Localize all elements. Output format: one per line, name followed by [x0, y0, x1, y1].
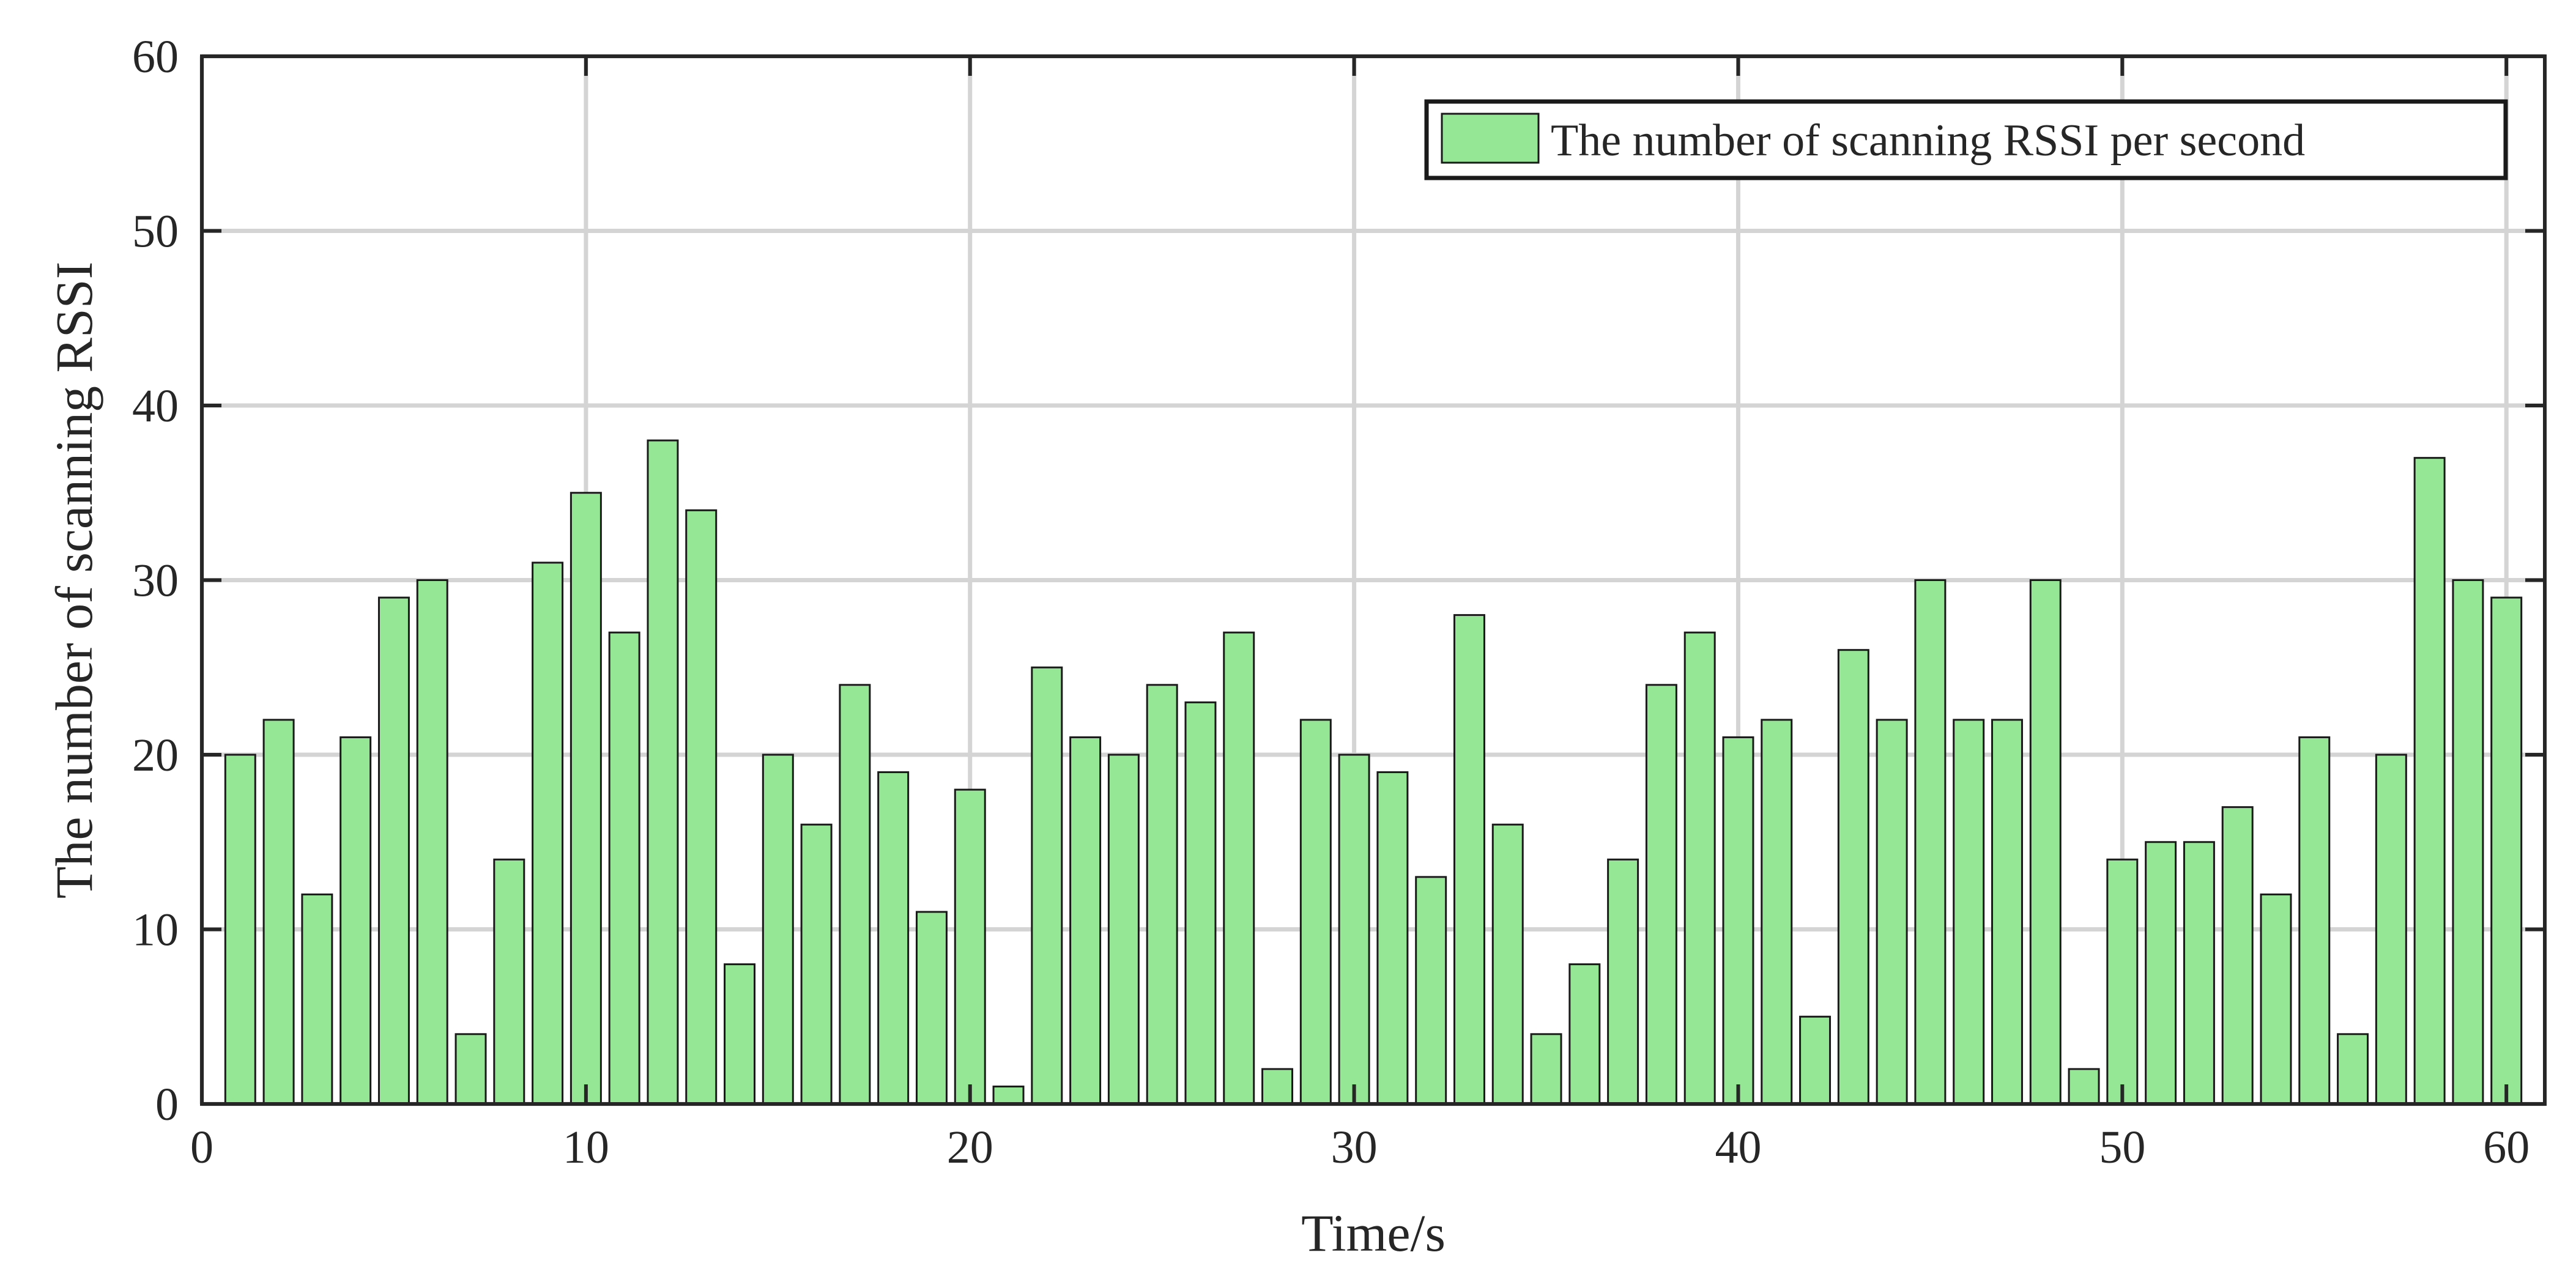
bar-52 [2183, 841, 2215, 1105]
x-tick-label: 20 [947, 1122, 993, 1173]
bar-40 [1722, 736, 1754, 1105]
bar-58 [2413, 457, 2446, 1105]
bar-38 [1645, 684, 1677, 1105]
legend-swatch [1441, 113, 1540, 164]
bar-1 [224, 754, 256, 1105]
y-tick-labels: 0 10 20 30 40 50 60 [132, 31, 179, 1130]
x-tick-label: 30 [1331, 1122, 1378, 1173]
y-tick-label: 50 [132, 206, 179, 257]
bar-11 [608, 631, 640, 1105]
bar-20 [954, 788, 986, 1105]
bar-44 [1876, 719, 1908, 1105]
y-tick-label: 0 [155, 1079, 179, 1130]
bar-25 [1146, 684, 1178, 1105]
bar-31 [1376, 771, 1409, 1105]
x-axis-title: Time/s [1301, 1204, 1446, 1262]
bar-9 [532, 561, 564, 1105]
bar-41 [1761, 719, 1793, 1105]
bar-43 [1837, 649, 1869, 1105]
bar-60 [2490, 596, 2523, 1105]
bar-23 [1069, 736, 1102, 1105]
bar-16 [800, 823, 833, 1105]
bar-8 [493, 858, 525, 1105]
bar-27 [1223, 631, 1255, 1105]
y-axis-title: The number of scanning RSSI [45, 262, 103, 898]
bar-57 [2375, 754, 2407, 1105]
bar-21 [992, 1085, 1025, 1105]
bar-48 [2029, 579, 2062, 1105]
bar-32 [1415, 876, 1447, 1105]
y-tick-label: 20 [132, 730, 179, 781]
bar-10 [570, 492, 602, 1105]
legend: The number of scanning RSSI per second [1424, 99, 2508, 180]
bar-37 [1607, 858, 1639, 1105]
bar-33 [1453, 614, 1485, 1105]
bar-5 [377, 596, 410, 1105]
axes [200, 54, 2547, 1106]
bar-56 [2337, 1033, 2369, 1105]
bar-22 [1031, 666, 1063, 1105]
x-tick-label: 60 [2483, 1122, 2530, 1173]
bar-14 [724, 963, 756, 1105]
bar-47 [1991, 719, 2023, 1105]
bar-36 [1568, 963, 1601, 1105]
bar-50 [2106, 858, 2139, 1105]
bar-28 [1261, 1068, 1294, 1105]
bar-19 [915, 911, 948, 1105]
bar-49 [2068, 1068, 2100, 1105]
bar-15 [762, 754, 794, 1105]
x-tick-label: 50 [2099, 1122, 2145, 1173]
bars [224, 439, 2523, 1105]
bar-29 [1299, 719, 1332, 1105]
bar-45 [1914, 579, 1947, 1105]
bar-18 [877, 771, 910, 1105]
y-tick-label: 60 [132, 31, 179, 83]
x-tick-labels: 0 10 20 30 40 50 60 [190, 1122, 2530, 1173]
bar-6 [416, 579, 448, 1105]
legend-label: The number of scanning RSSI per second [1551, 116, 2305, 166]
bar-13 [685, 509, 718, 1105]
bar-55 [2298, 736, 2331, 1105]
bar-12 [647, 439, 679, 1105]
bar-54 [2260, 893, 2292, 1105]
x-tick-label: 10 [563, 1122, 609, 1173]
bar-42 [1799, 1015, 1832, 1105]
bar-30 [1338, 754, 1370, 1105]
bar-53 [2221, 806, 2254, 1105]
bar-4 [340, 736, 372, 1105]
bar-39 [1683, 631, 1716, 1105]
bar-35 [1530, 1033, 1562, 1105]
bar-26 [1184, 701, 1217, 1105]
y-tick-label: 40 [132, 380, 179, 432]
x-tick-label: 40 [1715, 1122, 1761, 1173]
bar-24 [1107, 754, 1140, 1105]
bar-3 [301, 893, 333, 1105]
bar-2 [262, 719, 295, 1105]
bar-17 [839, 684, 871, 1105]
legend-box [1424, 99, 2508, 180]
bar-59 [2452, 579, 2484, 1105]
y-tick-label: 10 [132, 905, 179, 956]
bar-46 [1953, 719, 1985, 1105]
bar-7 [455, 1033, 487, 1105]
bar-34 [1491, 823, 1524, 1105]
y-tick-label: 30 [132, 555, 179, 607]
bar-51 [2145, 841, 2177, 1105]
x-tick-label: 0 [190, 1122, 213, 1173]
